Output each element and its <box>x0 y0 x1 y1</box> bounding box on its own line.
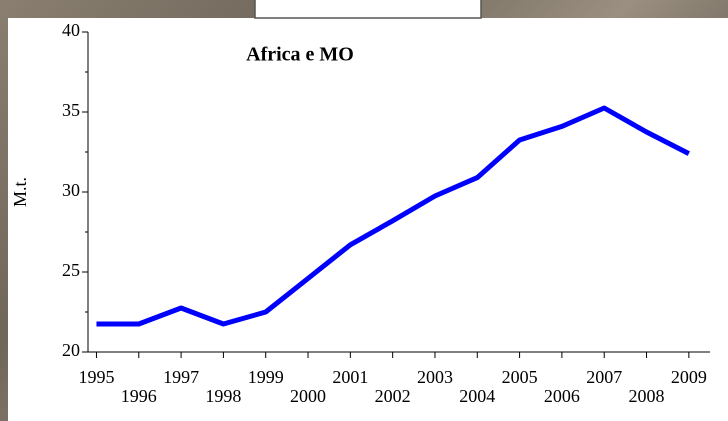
y-tick-label: 25 <box>62 260 80 280</box>
x-tick-label: 1997 <box>163 367 199 387</box>
x-tick-label: 2006 <box>544 386 580 406</box>
x-tick-label: 1995 <box>78 367 114 387</box>
x-tick-label: 1999 <box>248 367 284 387</box>
x-tick-label: 2001 <box>332 367 368 387</box>
x-tick-label: 2000 <box>290 386 326 406</box>
x-tick-label: 1998 <box>205 386 241 406</box>
y-tick-label: 40 <box>62 20 80 40</box>
y-axis-label: M.t. <box>10 177 30 207</box>
x-tick-label: 2005 <box>502 367 538 387</box>
y-tick-label: 35 <box>62 100 80 120</box>
x-tick-label: 2008 <box>629 386 665 406</box>
y-tick-label: 30 <box>62 180 80 200</box>
line-series <box>96 105 690 327</box>
x-tick-label: 2003 <box>417 367 453 387</box>
y-tick-label: 20 <box>62 340 80 360</box>
x-tick-label: 2002 <box>375 386 411 406</box>
x-tick-label: 1996 <box>121 386 157 406</box>
x-tick-label: 2009 <box>671 367 707 387</box>
chart-title: Africa e MO <box>246 44 354 66</box>
top-box <box>254 0 482 19</box>
chart-panel <box>8 18 728 421</box>
x-tick-label: 2004 <box>459 386 495 406</box>
x-tick-label: 2007 <box>586 367 622 387</box>
